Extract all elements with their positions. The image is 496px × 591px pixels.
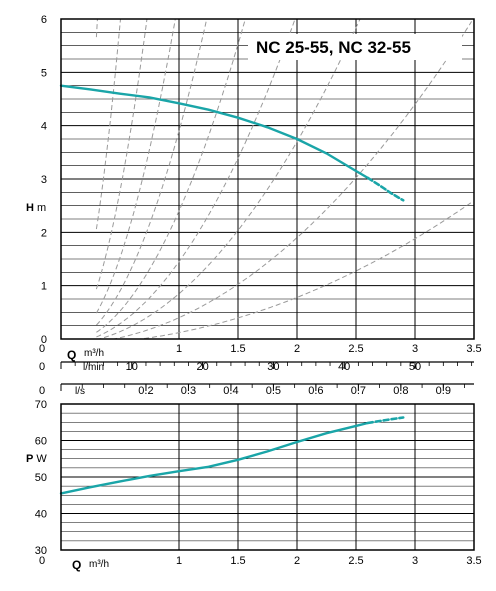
secondary-tick-label: 50 bbox=[409, 361, 421, 373]
power-frame bbox=[60, 403, 475, 551]
secondary-tick-label: 0 bbox=[39, 385, 45, 397]
power-curve-line bbox=[59, 421, 369, 495]
x-tick-label: 0 bbox=[39, 555, 45, 567]
x-tick-label: 2.5 bbox=[348, 343, 363, 355]
y-tick-label: 30 bbox=[35, 545, 47, 557]
secondary-axis-unit: l/min bbox=[83, 362, 104, 373]
secondary-tick-label: 0.8 bbox=[393, 385, 408, 397]
system-curve bbox=[111, 21, 473, 339]
y-tick-label: 40 bbox=[35, 509, 47, 521]
system-curve bbox=[97, 19, 361, 339]
y-tick-label: 60 bbox=[35, 436, 47, 448]
secondary-tick-label: 0.4 bbox=[223, 385, 238, 397]
y-tick-label: 3 bbox=[41, 174, 47, 186]
power-curve-extrapolated bbox=[366, 416, 405, 425]
secondary-tick-label: 10 bbox=[126, 361, 138, 373]
x-tick-label: 2.5 bbox=[348, 555, 363, 567]
power-grid bbox=[60, 403, 475, 551]
secondary-tick-label: 30 bbox=[267, 361, 279, 373]
y-tick-label: 2 bbox=[41, 227, 47, 239]
head-plot-frame bbox=[60, 18, 475, 340]
secondary-tick-label: 20 bbox=[196, 361, 208, 373]
x-axis-unit: m³/h bbox=[84, 348, 104, 359]
x-tick-label: 3.5 bbox=[466, 343, 481, 355]
system-curve bbox=[95, 19, 176, 314]
x-tick-label: 3.5 bbox=[466, 555, 481, 567]
system-curve bbox=[96, 19, 246, 333]
x-axis-unit: m³/h bbox=[89, 559, 109, 570]
y-tick-label: 4 bbox=[41, 121, 47, 133]
head-curve bbox=[59, 84, 405, 202]
system-curve bbox=[96, 19, 208, 326]
head-frame bbox=[60, 18, 475, 340]
head-grid bbox=[60, 18, 475, 340]
y-tick-label: 0 bbox=[41, 334, 47, 346]
chart-title: NC 25-55, NC 32-55 bbox=[256, 38, 411, 57]
title-background bbox=[248, 34, 462, 60]
y-tick-label: 5 bbox=[41, 67, 47, 79]
power-plot-frame bbox=[60, 403, 475, 551]
system-curve bbox=[95, 19, 148, 290]
secondary-axis-unit: l/s bbox=[75, 386, 85, 397]
x-tick-label: 3 bbox=[412, 343, 418, 355]
x-tick-label: 2 bbox=[294, 343, 300, 355]
y-tick-label: 70 bbox=[35, 399, 47, 411]
power-curve bbox=[59, 416, 405, 495]
y-tick-label: 50 bbox=[35, 472, 47, 484]
x-tick-label: 1.5 bbox=[230, 555, 245, 567]
secondary-tick-label: 0 bbox=[39, 361, 45, 373]
y-axis-unit: W bbox=[33, 453, 47, 465]
y-axis-symbol: H bbox=[26, 202, 34, 214]
system-curve bbox=[95, 19, 121, 230]
secondary-tick-label: 0.3 bbox=[181, 385, 196, 397]
x-tick-label: 3 bbox=[412, 555, 418, 567]
y-tick-label: 1 bbox=[41, 281, 47, 293]
x-tick-label: 2 bbox=[294, 555, 300, 567]
head-curve-line bbox=[59, 84, 369, 180]
secondary-tick-label: 40 bbox=[338, 361, 350, 373]
system-curves bbox=[95, 19, 473, 339]
x-tick-label: 1 bbox=[176, 343, 182, 355]
x-tick-label: 1 bbox=[176, 555, 182, 567]
y-axis-label: P W bbox=[26, 453, 47, 465]
y-axis-unit: m bbox=[34, 202, 46, 214]
x-tick-label: 1.5 bbox=[230, 343, 245, 355]
x-axis-symbol: Q bbox=[67, 348, 76, 362]
system-curve bbox=[96, 19, 296, 338]
y-axis-label: H m bbox=[26, 202, 46, 214]
head-curve-extrapolated bbox=[366, 176, 405, 202]
secondary-tick-label: 0.9 bbox=[436, 385, 451, 397]
y-tick-label: 6 bbox=[41, 14, 47, 26]
y-axis-symbol: P bbox=[26, 453, 33, 465]
secondary-tick-label: 0.7 bbox=[351, 385, 366, 397]
secondary-flow-axes: 10 20 30 40 50 0 l/min 0.2 0.3 0.4 0.5 0.6 0.7 0.8 0.9… bbox=[39, 361, 474, 397]
system-curve bbox=[136, 201, 472, 339]
x-axis-symbol: Q bbox=[72, 558, 81, 572]
secondary-tick-label: 0.2 bbox=[138, 385, 153, 397]
secondary-tick-label: 0.6 bbox=[308, 385, 323, 397]
secondary-tick-label: 0.5 bbox=[266, 385, 281, 397]
x-tick-label: 0 bbox=[39, 343, 45, 355]
